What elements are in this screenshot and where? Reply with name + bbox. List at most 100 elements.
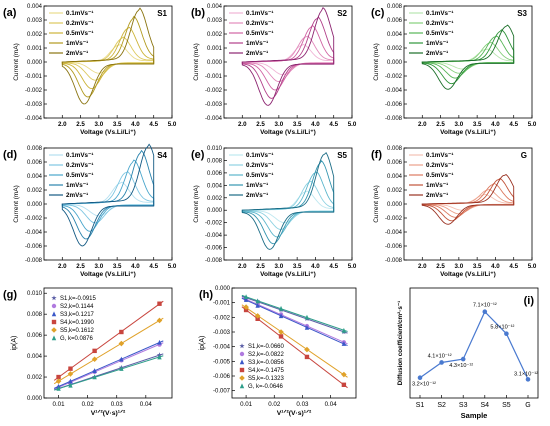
data-point bbox=[51, 319, 57, 325]
cv-curve-4 bbox=[61, 7, 155, 105]
legend-entry: 1mVs⁻¹ bbox=[426, 40, 448, 47]
legend-entry: S1,k=-0.0660 bbox=[248, 344, 285, 350]
legend-entry: S2,k=-0.0822 bbox=[248, 352, 285, 358]
legend-entry: 0.2mVs⁻¹ bbox=[426, 20, 453, 27]
y-tick-label: 0.000 bbox=[387, 60, 403, 66]
data-point bbox=[278, 305, 284, 311]
fit-line bbox=[53, 340, 164, 389]
x-tick-label: 2.5 bbox=[256, 121, 265, 128]
legend-entry: 1mVs⁻¹ bbox=[66, 182, 88, 189]
y-tick-label: 0.004 bbox=[207, 183, 223, 189]
cv-curve-4 bbox=[241, 151, 335, 250]
x-tick-label: 4.0 bbox=[491, 263, 500, 270]
legend-entry: S3,k=0.1217 bbox=[60, 312, 95, 318]
cv-panel-1: -0.004 -0.003 -0.002 -0.001 0.000 0.001 0.002 0… bbox=[191, 4, 357, 136]
y-axis-label: ip(A) bbox=[199, 336, 206, 351]
y-tick-label: 0.001 bbox=[207, 46, 223, 52]
x-tick-label: 3.0 bbox=[455, 263, 464, 270]
data-point bbox=[304, 325, 310, 330]
y-tick-label: -0.002 bbox=[205, 88, 223, 94]
legend-entry: S4,k=0.1990 bbox=[60, 320, 95, 326]
x-axis-label: Sample bbox=[461, 411, 488, 420]
y-tick-label: -0.003 bbox=[25, 102, 43, 108]
x-tick-label: 5.0 bbox=[348, 263, 357, 270]
data-point bbox=[92, 348, 97, 354]
x-axis-label: V¹ᐟ²(V·s)¹ᐟ² bbox=[277, 409, 312, 417]
x-tick-label: 5.0 bbox=[168, 121, 177, 128]
x-axis-label: V¹ᐟ²(V·s)¹ᐟ² bbox=[91, 409, 126, 417]
data-point bbox=[278, 334, 284, 339]
plot-frame-8 bbox=[409, 287, 539, 399]
y-tick-label: -0.002 bbox=[385, 74, 403, 80]
data-point bbox=[55, 378, 62, 385]
data-point bbox=[56, 374, 61, 380]
y-axis-label: Diffusion coefficient/cm²·s⁻¹ bbox=[397, 301, 404, 386]
data-point bbox=[92, 368, 97, 373]
y-tick-label: 0.006 bbox=[27, 333, 43, 339]
diffusion-point bbox=[417, 375, 423, 380]
x-tick-label: 2.5 bbox=[76, 121, 85, 128]
data-point bbox=[118, 340, 125, 347]
x-tick-label: 2.5 bbox=[436, 121, 445, 128]
data-point bbox=[51, 303, 57, 309]
y-tick-label: -0.002 bbox=[25, 216, 43, 222]
y-tick-label: 0.004 bbox=[387, 32, 403, 38]
legend-entry: 2mVs⁻¹ bbox=[426, 192, 448, 199]
data-point bbox=[157, 354, 162, 360]
y-tick-label: 0.004 bbox=[27, 4, 43, 10]
x-tick-label: 4.0 bbox=[311, 121, 320, 128]
x-axis-label: Voltage (Vs.Li/Li⁺) bbox=[260, 271, 316, 278]
data-point bbox=[239, 375, 245, 381]
data-point bbox=[243, 297, 249, 302]
data-point bbox=[341, 327, 347, 333]
x-tick-label: 4.5 bbox=[509, 263, 518, 270]
legend-entry: 0.1mVs⁻¹ bbox=[246, 152, 273, 159]
data-point bbox=[243, 307, 249, 313]
data-point bbox=[341, 341, 347, 346]
x-tick-label: 2.0 bbox=[238, 263, 247, 270]
y-tick-label: 0.004 bbox=[27, 354, 43, 360]
data-point bbox=[119, 356, 124, 362]
legend-entry: 0.5mVs⁻¹ bbox=[426, 172, 453, 179]
data-point bbox=[68, 366, 73, 371]
data-point bbox=[156, 317, 163, 324]
x-tick-label: 5.0 bbox=[348, 121, 357, 128]
sample-tag: S5 bbox=[337, 151, 347, 160]
y-tick-label: -0.006 bbox=[25, 244, 43, 250]
x-tick-label: 5.0 bbox=[528, 121, 537, 128]
data-point bbox=[304, 314, 310, 320]
x-tick-label: 2.0 bbox=[418, 121, 427, 128]
y-tick-label: 0.002 bbox=[27, 32, 43, 38]
diffusion-point bbox=[525, 377, 531, 382]
x-tick-label: 2.0 bbox=[58, 263, 67, 270]
cv-panel-0: -0.004 -0.003 -0.002 -0.001 0.000 0.001 0.002 0… bbox=[3, 4, 177, 136]
legend-entry: S5,k=0.1612 bbox=[60, 328, 95, 334]
legend-entry: 0.2mVs⁻¹ bbox=[66, 162, 93, 169]
x-tick-label: 0.03 bbox=[111, 401, 124, 408]
y-tick-label: -0.008 bbox=[385, 116, 403, 122]
legend-entry: 0.5mVs⁻¹ bbox=[66, 172, 93, 179]
diffusion-point bbox=[439, 360, 444, 365]
data-point bbox=[341, 371, 347, 378]
data-point bbox=[157, 339, 162, 345]
x-tick-label: 3.0 bbox=[455, 121, 464, 128]
y-tick-label: 0.001 bbox=[27, 46, 43, 52]
y-tick-label: -0.004 bbox=[213, 345, 231, 351]
y-tick-label: -0.004 bbox=[385, 230, 403, 236]
y-tick-label: -0.004 bbox=[25, 116, 43, 122]
legend-entry: 1mVs⁻¹ bbox=[246, 40, 268, 47]
data-point bbox=[119, 366, 124, 371]
legend-entry: 1mVs⁻¹ bbox=[426, 182, 448, 189]
x-tick-label: S4 bbox=[481, 402, 490, 409]
x-tick-label: 4.0 bbox=[131, 121, 140, 128]
data-point bbox=[51, 311, 57, 317]
y-tick-label: 0.004 bbox=[27, 174, 43, 180]
y-tick-label: -0.002 bbox=[213, 315, 231, 321]
legend-entry: 0.2mVs⁻¹ bbox=[246, 20, 273, 27]
y-tick-label: 0.004 bbox=[387, 174, 403, 180]
legend-entry: 2mVs⁻¹ bbox=[66, 192, 88, 199]
x-tick-label: 2.5 bbox=[76, 263, 85, 270]
legend-entry: 0.5mVs⁻¹ bbox=[246, 30, 273, 37]
legend-entry: 0.2mVs⁻¹ bbox=[426, 162, 453, 169]
x-tick-label: 3.5 bbox=[473, 263, 482, 270]
